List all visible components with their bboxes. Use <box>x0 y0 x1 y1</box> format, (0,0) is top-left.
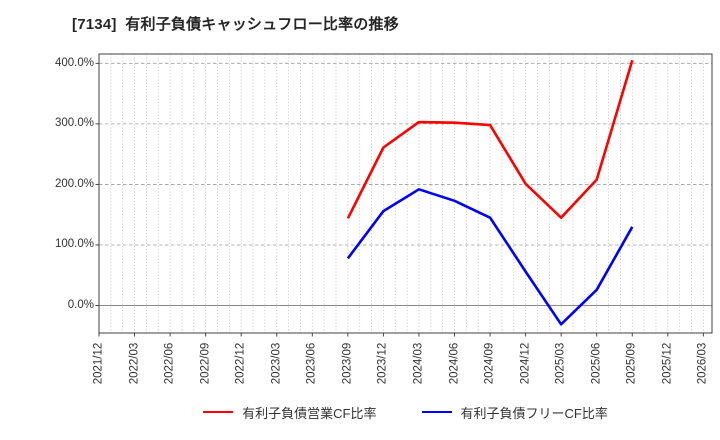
legend-item-free-cf: 有利子負債フリーCF比率 <box>421 403 608 422</box>
x-tick-label: 2023/09 <box>341 342 354 385</box>
x-tick-label: 2022/12 <box>234 342 247 385</box>
x-tick-label: 2025/12 <box>661 342 674 385</box>
x-tick-label: 2025/09 <box>625 342 638 385</box>
legend-line-free-cf <box>421 411 452 413</box>
legend: 有利子負債営業CF比率 有利子負債フリーCF比率 <box>99 401 712 423</box>
x-tick-label: 2023/03 <box>270 342 283 385</box>
x-tick-label: 2026/03 <box>696 342 709 385</box>
x-tick-label: 2022/06 <box>163 342 176 385</box>
legend-label-free-cf: 有利子負債フリーCF比率 <box>460 405 608 421</box>
legend-line-operating-cf <box>203 411 234 413</box>
series-line-0 <box>346 59 634 219</box>
plot-border <box>98 53 713 334</box>
x-tick-label: 2025/06 <box>590 342 603 385</box>
x-tick-label: 2024/03 <box>412 342 425 385</box>
y-tick-label: 0.0% <box>67 299 94 311</box>
chart-title: [7134] 有利子負債キャッシュフロー比率の推移 <box>72 16 399 33</box>
y-tick-label: 200.0% <box>54 177 94 190</box>
x-tick-label: 2022/03 <box>128 342 141 385</box>
x-tick-label: 2024/12 <box>519 342 532 385</box>
legend-item-operating-cf: 有利子負債営業CF比率 <box>203 403 377 422</box>
legend-label-operating-cf: 有利子負債営業CF比率 <box>242 405 377 421</box>
x-tick-label: 2024/09 <box>483 342 496 385</box>
x-tick-label: 2021/12 <box>92 342 105 385</box>
x-tick-label: 2022/09 <box>199 342 212 385</box>
x-tick-label: 2023/12 <box>376 342 389 385</box>
y-tick-label: 400.0% <box>54 56 94 69</box>
y-tick-label: 300.0% <box>54 117 94 130</box>
y-tick-label: 100.0% <box>54 238 94 251</box>
x-tick-label: 2023/06 <box>305 342 318 385</box>
x-tick-label: 2025/03 <box>554 342 567 385</box>
series-line-1 <box>346 188 634 326</box>
x-tick-label: 2024/06 <box>448 342 460 385</box>
